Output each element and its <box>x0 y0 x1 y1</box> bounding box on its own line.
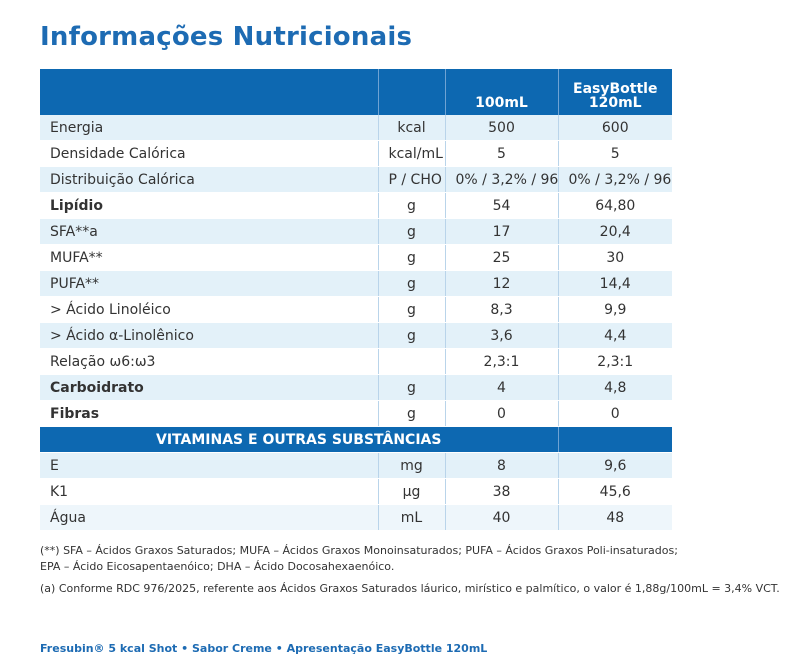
nutrient-name: Carboidrato <box>40 374 379 401</box>
value-easybottle: 0% / 3,2% / 96,8% <box>558 166 672 193</box>
nutrient-name: Fibras <box>40 400 379 427</box>
nutrient-name: > Ácido Linoléico <box>40 296 379 323</box>
nutrient-unit: g <box>378 296 446 323</box>
nutrient-name: Distribuição Calórica <box>40 166 379 193</box>
nutrient-name: Lipídio <box>40 192 379 219</box>
value-easybottle: 4,4 <box>558 322 672 349</box>
nutrient-unit: g <box>378 270 446 297</box>
value-easybottle: 14,4 <box>558 270 672 297</box>
nutrient-unit: kcal/mL <box>378 140 446 167</box>
nutrition-table: 100mL EasyBottle 120mL Energia kcal 500 600 D… <box>40 69 672 531</box>
nutrient-name: MUFA** <box>40 244 379 271</box>
footnote-rdc: (a) Conforme RDC 976/2025, referente aos… <box>40 582 780 595</box>
value-100ml: 38 <box>445 478 559 505</box>
header-100ml: 100mL <box>445 69 559 115</box>
header-unit <box>378 69 446 115</box>
table-row: MUFA** g 25 30 <box>40 244 672 271</box>
value-100ml: 54 <box>445 192 559 219</box>
table-row: Lipídio g 54 64,80 <box>40 192 672 219</box>
table-row: Relação ω6:ω3 2,3:1 2,3:1 <box>40 348 672 375</box>
section-spacer <box>558 426 672 453</box>
value-easybottle: 64,80 <box>558 192 672 219</box>
header-easybottle: EasyBottle 120mL <box>558 69 672 115</box>
value-easybottle: 9,9 <box>558 296 672 323</box>
value-100ml: 4 <box>445 374 559 401</box>
nutrient-name: Densidade Calórica <box>40 140 379 167</box>
value-100ml: 0 <box>445 400 559 427</box>
nutrient-unit: µg <box>378 478 446 505</box>
nutrient-name: K1 <box>40 478 379 505</box>
nutrient-name: > Ácido α-Linolênico <box>40 322 379 349</box>
nutrient-unit: mg <box>378 452 446 479</box>
product-footer: Fresubin® 5 kcal Shot • Sabor Creme • Ap… <box>40 642 488 655</box>
value-easybottle: 30 <box>558 244 672 271</box>
footnote-line-1: (**) SFA – Ácidos Graxos Saturados; MUFA… <box>40 544 678 557</box>
footnote-abbreviations: (**) SFA – Ácidos Graxos Saturados; MUFA… <box>40 543 678 575</box>
table-row: Energia kcal 500 600 <box>40 115 672 141</box>
section-header-row: VITAMINAS E OUTRAS SUBSTÂNCIAS <box>40 426 672 453</box>
table-row: > Ácido α-Linolênico g 3,6 4,4 <box>40 322 672 349</box>
value-easybottle: 20,4 <box>558 218 672 245</box>
value-easybottle: 0 <box>558 400 672 427</box>
nutrient-unit: kcal <box>378 115 446 141</box>
nutrient-unit: g <box>378 322 446 349</box>
table-row: Densidade Calórica kcal/mL 5 5 <box>40 140 672 167</box>
table-header-row: 100mL EasyBottle 120mL <box>40 69 672 115</box>
table-row: Fibras g 0 0 <box>40 400 672 427</box>
value-100ml: 12 <box>445 270 559 297</box>
table-row: PUFA** g 12 14,4 <box>40 270 672 297</box>
value-easybottle: 4,8 <box>558 374 672 401</box>
nutrient-name: Relação ω6:ω3 <box>40 348 379 375</box>
table-row: > Ácido Linoléico g 8,3 9,9 <box>40 296 672 323</box>
nutrient-name: E <box>40 452 379 479</box>
page-title: Informações Nutricionais <box>40 22 413 52</box>
value-easybottle: 2,3:1 <box>558 348 672 375</box>
table-row: Água mL 40 48 <box>40 504 672 531</box>
table-row: K1 µg 38 45,6 <box>40 478 672 505</box>
value-100ml: 2,3:1 <box>445 348 559 375</box>
nutrient-name: SFA**a <box>40 218 379 245</box>
value-100ml: 3,6 <box>445 322 559 349</box>
nutrient-unit <box>378 348 446 375</box>
value-easybottle: 48 <box>558 504 672 531</box>
value-100ml: 17 <box>445 218 559 245</box>
value-100ml: 500 <box>445 115 559 141</box>
value-100ml: 25 <box>445 244 559 271</box>
nutrient-unit: g <box>378 244 446 271</box>
value-easybottle: 600 <box>558 115 672 141</box>
footnote-line-2: EPA – Ácido Eicosapentaenóico; DHA – Áci… <box>40 560 395 573</box>
nutrient-name: Energia <box>40 115 379 141</box>
value-100ml: 0% / 3,2% / 96,8% <box>445 166 559 193</box>
nutrient-unit: g <box>378 192 446 219</box>
value-easybottle: 45,6 <box>558 478 672 505</box>
section-title: VITAMINAS E OUTRAS SUBSTÂNCIAS <box>40 426 559 453</box>
table-row: Carboidrato g 4 4,8 <box>40 374 672 401</box>
nutrient-unit: g <box>378 218 446 245</box>
nutrient-unit: g <box>378 400 446 427</box>
value-100ml: 5 <box>445 140 559 167</box>
header-nutrient <box>40 69 379 115</box>
nutrient-unit: P / CHO / L <box>378 166 446 193</box>
table-row: SFA**a g 17 20,4 <box>40 218 672 245</box>
nutrient-name: PUFA** <box>40 270 379 297</box>
nutrient-name: Água <box>40 504 379 531</box>
nutrient-unit: mL <box>378 504 446 531</box>
value-easybottle: 5 <box>558 140 672 167</box>
value-100ml: 40 <box>445 504 559 531</box>
nutrient-unit: g <box>378 374 446 401</box>
value-100ml: 8,3 <box>445 296 559 323</box>
value-easybottle: 9,6 <box>558 452 672 479</box>
value-100ml: 8 <box>445 452 559 479</box>
